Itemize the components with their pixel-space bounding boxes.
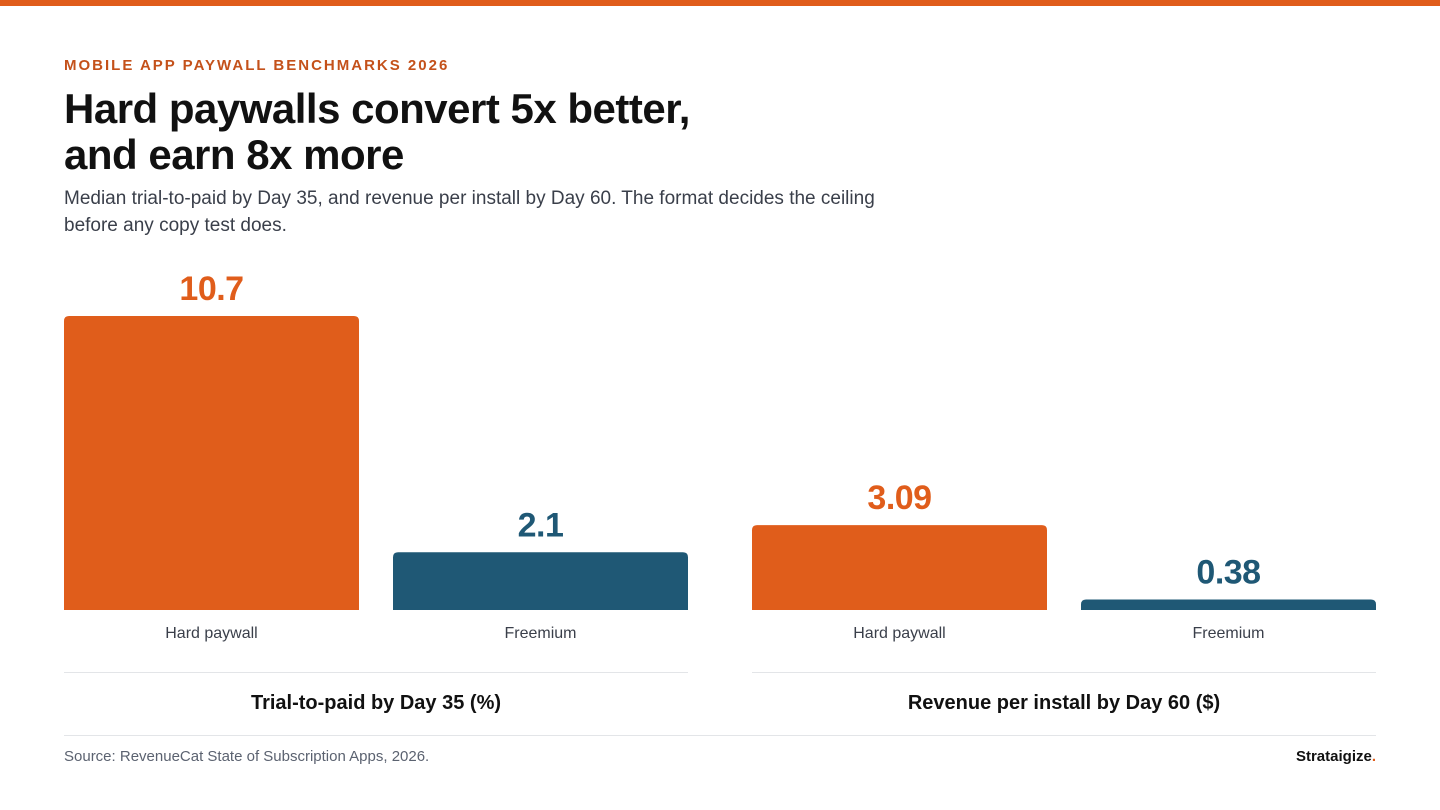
bar-revenue-freemium — [1081, 599, 1376, 610]
bar-value-label: 10.7 — [179, 270, 243, 308]
subtitle: Median trial-to-paid by Day 35, and reve… — [64, 185, 984, 239]
headline-line-1: Hard paywalls convert 5x better, — [64, 85, 690, 132]
eyebrow-label: MOBILE APP PAYWALL BENCHMARKS 2026 — [64, 57, 450, 74]
bar-trial-to-paid-freemium — [393, 552, 688, 610]
bar-value-label: 3.09 — [867, 479, 931, 517]
bar-trial-to-paid-hard-paywall — [64, 316, 359, 610]
subtitle-line-2: before any copy test does. — [64, 215, 287, 236]
source-note: Source: RevenueCat State of Subscription… — [64, 748, 430, 765]
chart-title: Revenue per install by Day 60 ($) — [908, 692, 1220, 714]
brand-logo: Strataigize. — [1296, 748, 1376, 765]
brand-dot: . — [1371, 748, 1376, 765]
chart-title: Trial-to-paid by Day 35 (%) — [251, 692, 501, 714]
headline-line-2: and earn 8x more — [64, 131, 404, 178]
category-label: Hard paywall — [165, 625, 257, 642]
headline: Hard paywalls convert 5x better, and ear… — [64, 86, 964, 178]
subtitle-line-1: Median trial-to-paid by Day 35, and reve… — [64, 188, 875, 209]
bar-revenue-hard-paywall — [752, 525, 1047, 610]
category-label: Hard paywall — [853, 625, 945, 642]
top-accent-bar — [0, 0, 1440, 6]
category-label: Freemium — [1192, 625, 1264, 642]
bar-value-label: 0.38 — [1196, 554, 1260, 592]
brand-name: Strataigize — [1295, 748, 1372, 765]
bar-value-label: 2.1 — [518, 506, 564, 544]
category-label: Freemium — [504, 625, 576, 642]
